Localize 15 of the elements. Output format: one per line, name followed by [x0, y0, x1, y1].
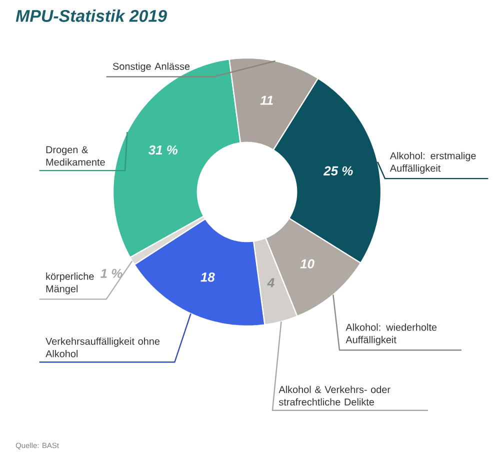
data-label: 25 %: [323, 166, 353, 176]
slice-label: Drogen & Medikamente: [46, 146, 105, 166]
data-label: 31 %: [148, 145, 178, 155]
data-label: 11: [260, 96, 273, 105]
data-label: 18: [200, 272, 215, 282]
slice-label: Alkohol & Verkehrs- oder strafrechtliche Delikte: [278, 386, 390, 406]
slice-label: körperliche Mängel: [46, 272, 94, 294]
data-label: 4: [267, 278, 274, 288]
data-label: 10: [300, 259, 314, 268]
chart-title: MPU-Statistik 2019: [16, 10, 167, 22]
slice-label: Sonstige Anlässe: [112, 62, 190, 72]
data-label: 1 %: [100, 268, 122, 278]
slice-label: Alkohol: wiederholte Auffälligkeit: [346, 323, 437, 346]
slice-label: Alkohol: erstmalige Auffälligkeit: [390, 152, 476, 174]
slice-label: Verkehrsauffälligkeit ohne Alkohol: [46, 338, 160, 358]
